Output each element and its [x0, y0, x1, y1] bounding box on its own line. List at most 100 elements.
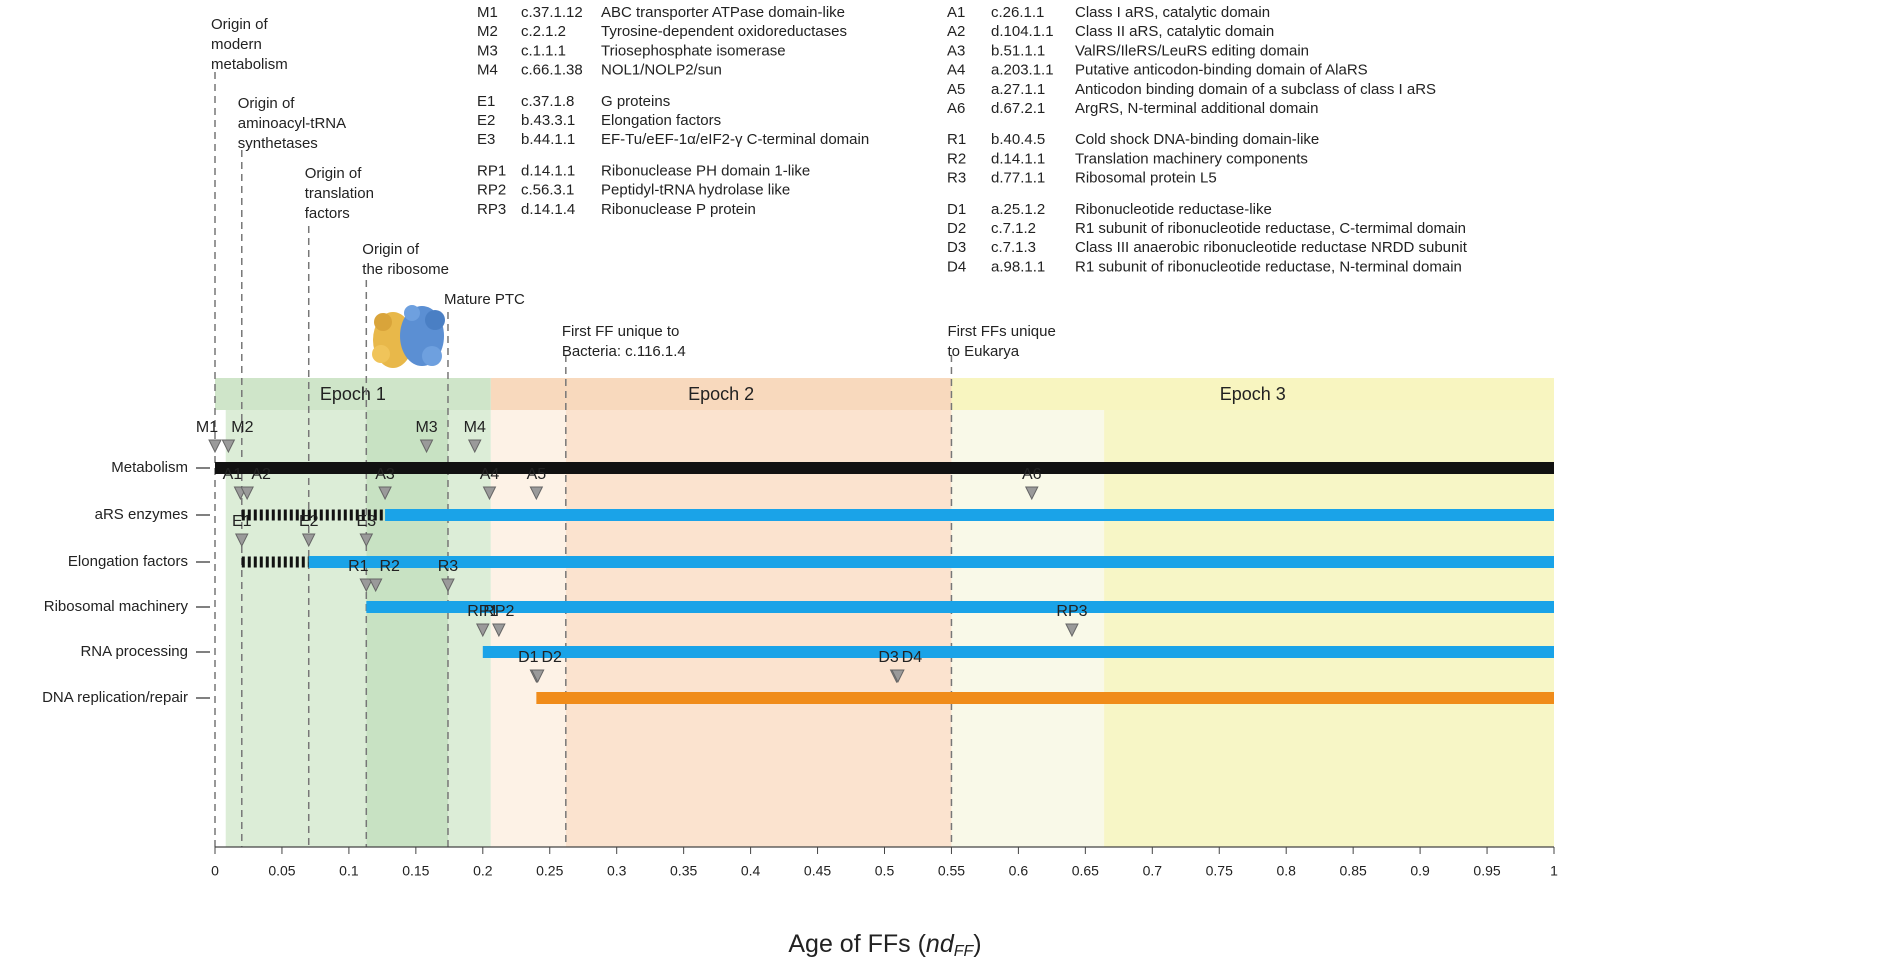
epoch-label: Epoch 3 [1220, 384, 1286, 404]
marker-label: M2 [231, 419, 253, 436]
legend-text: A2 [947, 23, 965, 40]
x-tick-label: 0.25 [536, 863, 563, 879]
legend-text: A5 [947, 81, 965, 98]
legend-text: A6 [947, 100, 965, 117]
legend-text: c.2.1.2 [521, 23, 566, 40]
event-label: aminoacyl-tRNA [238, 115, 346, 132]
legend-text: c.56.3.1 [521, 182, 574, 199]
lane-bar [215, 462, 1554, 474]
x-tick-label: 0.3 [607, 863, 627, 879]
marker-label: D4 [902, 649, 923, 666]
marker-label: D2 [541, 649, 562, 666]
x-tick-label: 1 [1550, 863, 1558, 879]
legend-text: EF-Tu/eEF-1α/eIF2-γ C-terminal domain [601, 131, 869, 148]
marker-label: A3 [375, 466, 395, 483]
legend-text: RP2 [477, 182, 506, 199]
legend-text: a.203.1.1 [991, 62, 1054, 79]
legend-text: R2 [947, 150, 966, 167]
event-label: First FFs unique [947, 323, 1055, 340]
legend-text: G proteins [601, 93, 670, 110]
lane-label: Elongation factors [68, 553, 188, 570]
lane-label: aRS enzymes [95, 506, 188, 523]
x-tick-label: 0.8 [1276, 863, 1296, 879]
legend-text: RP3 [477, 201, 506, 218]
legend-text: c.37.1.8 [521, 93, 574, 110]
legend-text: ArgRS, N-terminal additional domain [1075, 100, 1318, 117]
legend-text: R1 subunit of ribonucleotide reductase, … [1075, 258, 1462, 275]
event-label: Origin of [362, 241, 420, 258]
event-label: Origin of [211, 16, 269, 33]
x-tick-label: 0.15 [402, 863, 429, 879]
axis-title-part: FF [954, 943, 975, 960]
event-label: metabolism [211, 56, 288, 73]
legend-text: b.44.1.1 [521, 131, 575, 148]
marker-label: M4 [464, 419, 486, 436]
event-label: the ribosome [362, 261, 449, 278]
legend-text: Triosephosphate isomerase [601, 42, 786, 59]
legend-text: b.51.1.1 [991, 42, 1045, 59]
legend-text: a.27.1.1 [991, 81, 1045, 98]
x-tick-label: 0.1 [339, 863, 359, 879]
marker-label: M1 [196, 419, 218, 436]
legend-text: M4 [477, 62, 498, 79]
legend-text: a.98.1.1 [991, 258, 1045, 275]
shade-region [1104, 410, 1554, 847]
x-tick-label: 0.85 [1340, 863, 1367, 879]
legend-text: A3 [947, 42, 965, 59]
legend-text: Ribonuclease P protein [601, 201, 756, 218]
x-tick-label: 0.6 [1009, 863, 1029, 879]
legend-text: R1 subunit of ribonucleotide reductase, … [1075, 220, 1466, 237]
legend-text: c.7.1.3 [991, 239, 1036, 256]
legend-text: c.66.1.38 [521, 62, 583, 79]
event-label: to Eukarya [947, 343, 1019, 360]
x-tick-label: 0.7 [1143, 863, 1163, 879]
marker-label: RP3 [1056, 603, 1087, 620]
legend-text: d.14.1.1 [991, 150, 1045, 167]
legend-text: D1 [947, 201, 966, 218]
event-label: synthetases [238, 135, 318, 152]
legend-text: c.37.1.12 [521, 4, 583, 21]
lane-bar [309, 556, 1554, 568]
legend-text: R1 [947, 131, 966, 148]
lane-bar [385, 509, 1554, 521]
event-label: Origin of [238, 95, 296, 112]
legend-text: Tyrosine-dependent oxidoreductases [601, 23, 847, 40]
axis-title-part: ) [973, 930, 981, 958]
legend-text: R3 [947, 170, 966, 187]
marker-label: A1 [223, 466, 243, 483]
x-tick-label: 0 [211, 863, 219, 879]
legend-text: b.43.3.1 [521, 112, 575, 129]
marker-label: A5 [527, 466, 547, 483]
chart: Epoch 1Epoch 2Epoch 3Origin ofmodernmeta… [0, 0, 1879, 961]
event-label: Mature PTC [444, 291, 525, 308]
legend-text: c.26.1.1 [991, 4, 1044, 21]
lane-bar [366, 601, 1554, 613]
marker-label: R1 [348, 558, 369, 575]
legend-text: M1 [477, 4, 498, 21]
legend-text: Cold shock DNA-binding domain-like [1075, 131, 1319, 148]
legend-text: a.25.1.2 [991, 201, 1045, 218]
legend-text: Ribonucleotide reductase-like [1075, 201, 1272, 218]
legend-text: d.14.1.1 [521, 162, 575, 179]
legend-text: ABC transporter ATPase domain-like [601, 4, 845, 21]
lane-label: Metabolism [111, 459, 188, 476]
legend-text: Translation machinery components [1075, 150, 1308, 167]
axis-title-part: nd [926, 930, 955, 958]
marker-label: A6 [1022, 466, 1042, 483]
legend-text: M2 [477, 23, 498, 40]
x-tick-label: 0.75 [1206, 863, 1233, 879]
marker-label: A2 [251, 466, 271, 483]
marker-label: R3 [438, 558, 459, 575]
event-label: Bacteria: c.116.1.4 [562, 343, 686, 360]
legend-text: d.67.2.1 [991, 100, 1045, 117]
x-tick-label: 0.2 [473, 863, 493, 879]
x-tick-label: 0.55 [938, 863, 965, 879]
x-tick-label: 0.4 [741, 863, 761, 879]
x-tick-label: 0.45 [804, 863, 831, 879]
marker-label: D1 [518, 649, 539, 666]
marker-label: E1 [232, 513, 252, 530]
lane-label: Ribosomal machinery [44, 598, 189, 615]
ribosome-image [372, 305, 445, 368]
legend-text: D4 [947, 258, 966, 275]
legend-text: E3 [477, 131, 495, 148]
